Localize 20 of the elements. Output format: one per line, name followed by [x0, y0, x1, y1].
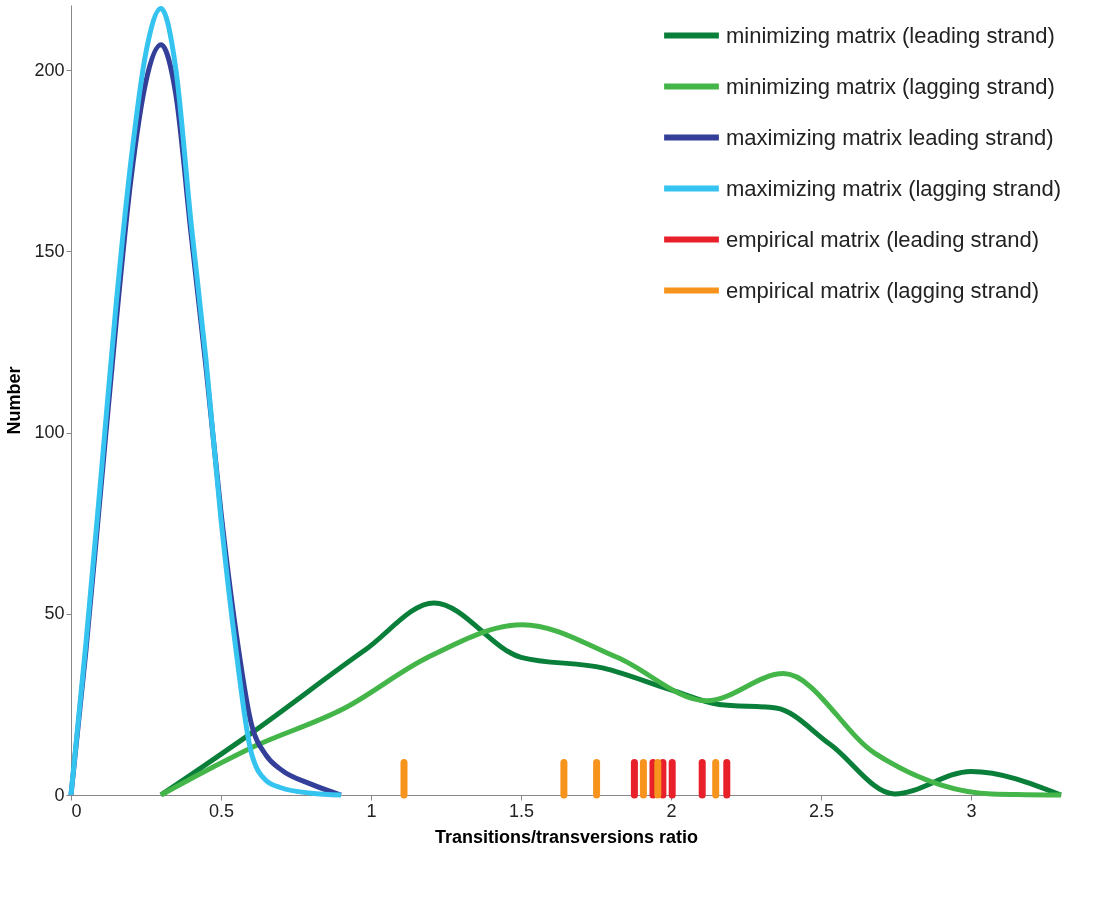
legend-label: minimizing matrix (leading strand): [726, 22, 1055, 48]
x-tick-label: 2: [666, 800, 677, 821]
y-tick-label: 0: [54, 784, 65, 805]
legend-label: empirical matrix (lagging strand): [726, 277, 1039, 303]
y-tick-label: 150: [34, 240, 65, 261]
legend-label: maximizing matrix leading strand): [726, 124, 1054, 150]
legend-label: empirical matrix (leading strand): [726, 226, 1039, 252]
x-tick-label: 1: [366, 800, 377, 821]
y-axis-title: Number: [4, 366, 25, 435]
legend-label: minimizing matrix (lagging strand): [726, 73, 1055, 99]
y-tick-label: 200: [34, 59, 65, 80]
legend-label: maximizing matrix (lagging strand): [726, 175, 1061, 201]
x-tick-label: 0.5: [208, 800, 235, 821]
x-axis-title: Transitions/transversions ratio: [434, 826, 699, 847]
x-tick-label: 3: [966, 800, 977, 821]
y-tick-label: 50: [44, 603, 65, 624]
x-tick-label: 2.5: [808, 800, 835, 821]
x-tick-label: 1.5: [508, 800, 535, 821]
y-tick-label: 100: [34, 422, 65, 443]
x-tick-label: 0: [71, 800, 82, 821]
